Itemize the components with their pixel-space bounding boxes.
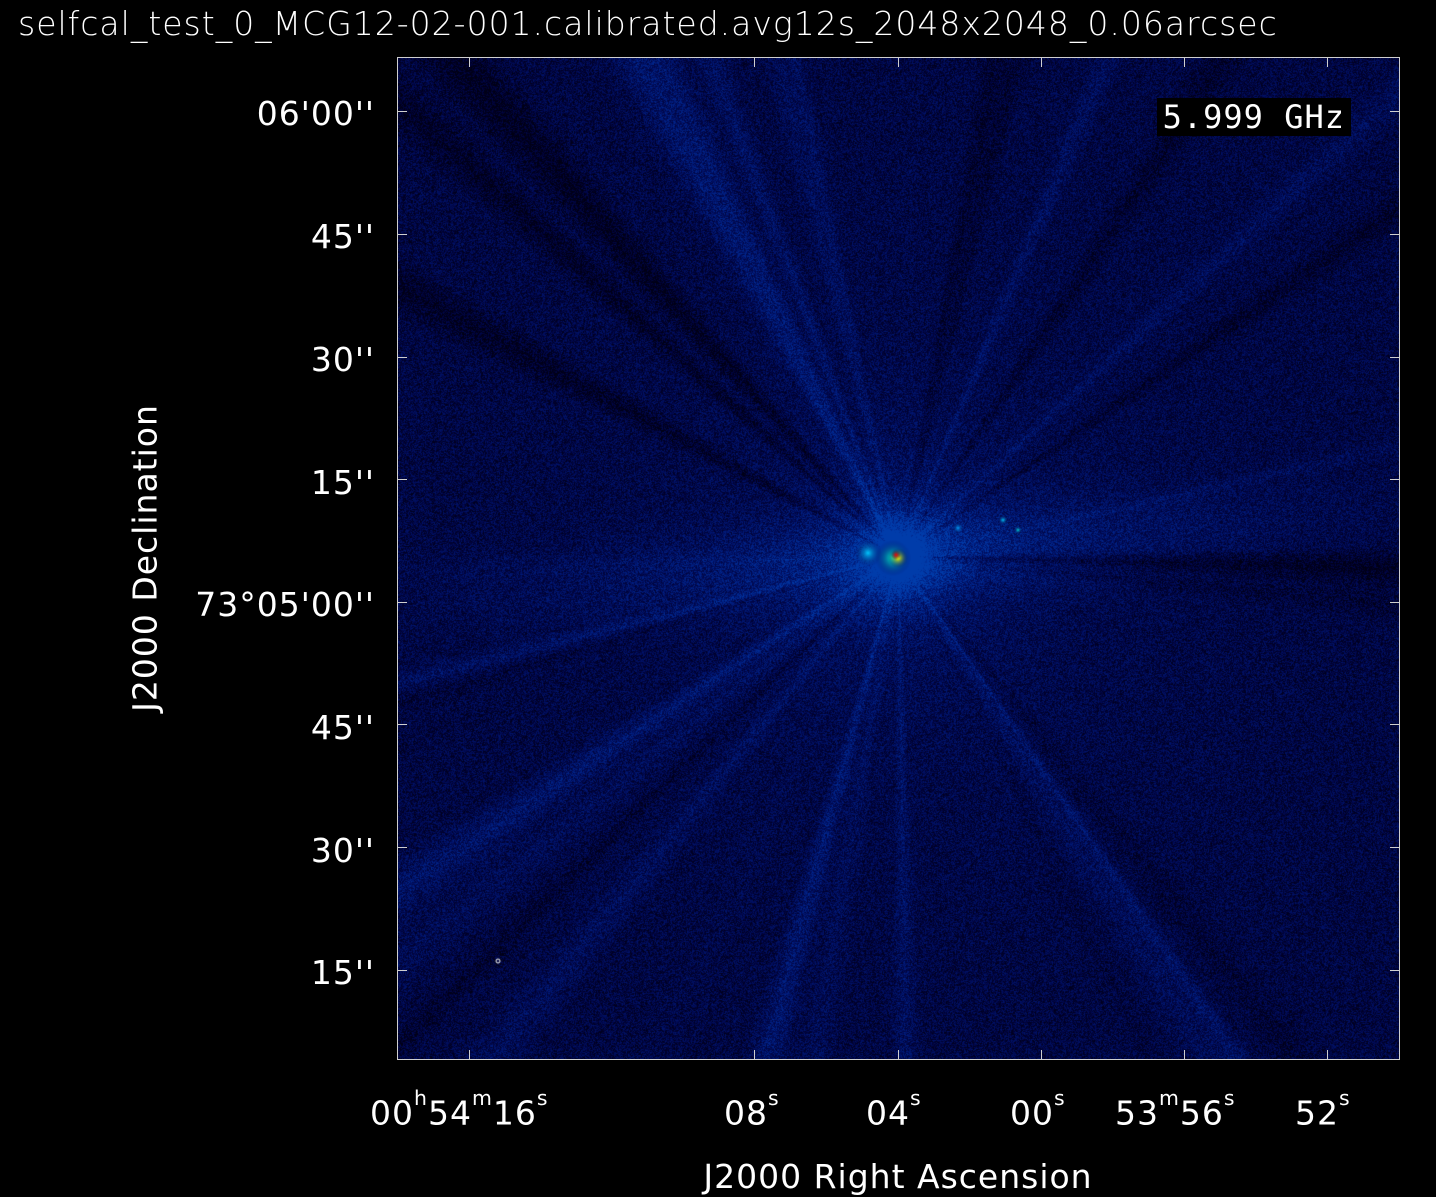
y-tick-mark [397, 602, 407, 603]
x-tick-mark [1327, 1050, 1328, 1060]
x-tick-mark [469, 57, 470, 67]
x-tick-label: 00s [1010, 1086, 1066, 1133]
y-tick-label: 15'' [310, 953, 375, 992]
y-tick-label: 30'' [310, 831, 375, 870]
x-tick-label: 08s [724, 1086, 780, 1133]
x-tick-mark [1184, 1050, 1185, 1060]
x-tick-mark [898, 1050, 899, 1060]
x-tick-mark [898, 57, 899, 67]
x-tick-mark [754, 57, 755, 67]
y-tick-mark [397, 847, 407, 848]
y-tick-label: 06'00'' [256, 94, 375, 133]
frequency-label: 5.999 GHz [1156, 98, 1351, 136]
x-tick-mark [1184, 57, 1185, 67]
y-tick-mark [397, 970, 407, 971]
y-tick-label: 45'' [310, 708, 375, 747]
y-tick-mark [1390, 357, 1400, 358]
x-axis-label: J2000 Right Ascension [703, 1157, 1093, 1196]
y-tick-mark [1390, 234, 1400, 235]
x-tick-label: 53m56s [1115, 1086, 1236, 1133]
y-tick-mark [1390, 724, 1400, 725]
y-tick-label: 45'' [310, 217, 375, 256]
y-tick-mark [397, 479, 407, 480]
x-tick-mark [1327, 57, 1328, 67]
x-tick-label: 04s [866, 1086, 922, 1133]
y-tick-label: 73°05'00'' [195, 585, 375, 624]
image-title: selfcal_test_0_MCG12-02-001.calibrated.a… [18, 4, 1278, 43]
y-axis-label: J2000 Declination [125, 404, 165, 712]
y-tick-mark [397, 357, 407, 358]
y-tick-label: 30'' [310, 340, 375, 379]
radio-image-panel[interactable]: 5.999 GHz [397, 57, 1400, 1060]
y-tick-mark [1390, 111, 1400, 112]
y-tick-mark [397, 234, 407, 235]
x-tick-mark [469, 1050, 470, 1060]
x-tick-mark [1041, 57, 1042, 67]
y-tick-mark [1390, 970, 1400, 971]
y-tick-mark [1390, 602, 1400, 603]
y-tick-mark [1390, 479, 1400, 480]
y-tick-mark [397, 111, 407, 112]
x-tick-label: 00h54m16s [370, 1086, 549, 1133]
x-tick-mark [1041, 1050, 1042, 1060]
y-tick-label: 15'' [310, 463, 375, 502]
radio-intensity-map[interactable] [398, 58, 1399, 1059]
y-tick-mark [397, 724, 407, 725]
x-tick-label: 52s [1295, 1086, 1351, 1133]
x-tick-mark [754, 1050, 755, 1060]
y-tick-mark [1390, 847, 1400, 848]
